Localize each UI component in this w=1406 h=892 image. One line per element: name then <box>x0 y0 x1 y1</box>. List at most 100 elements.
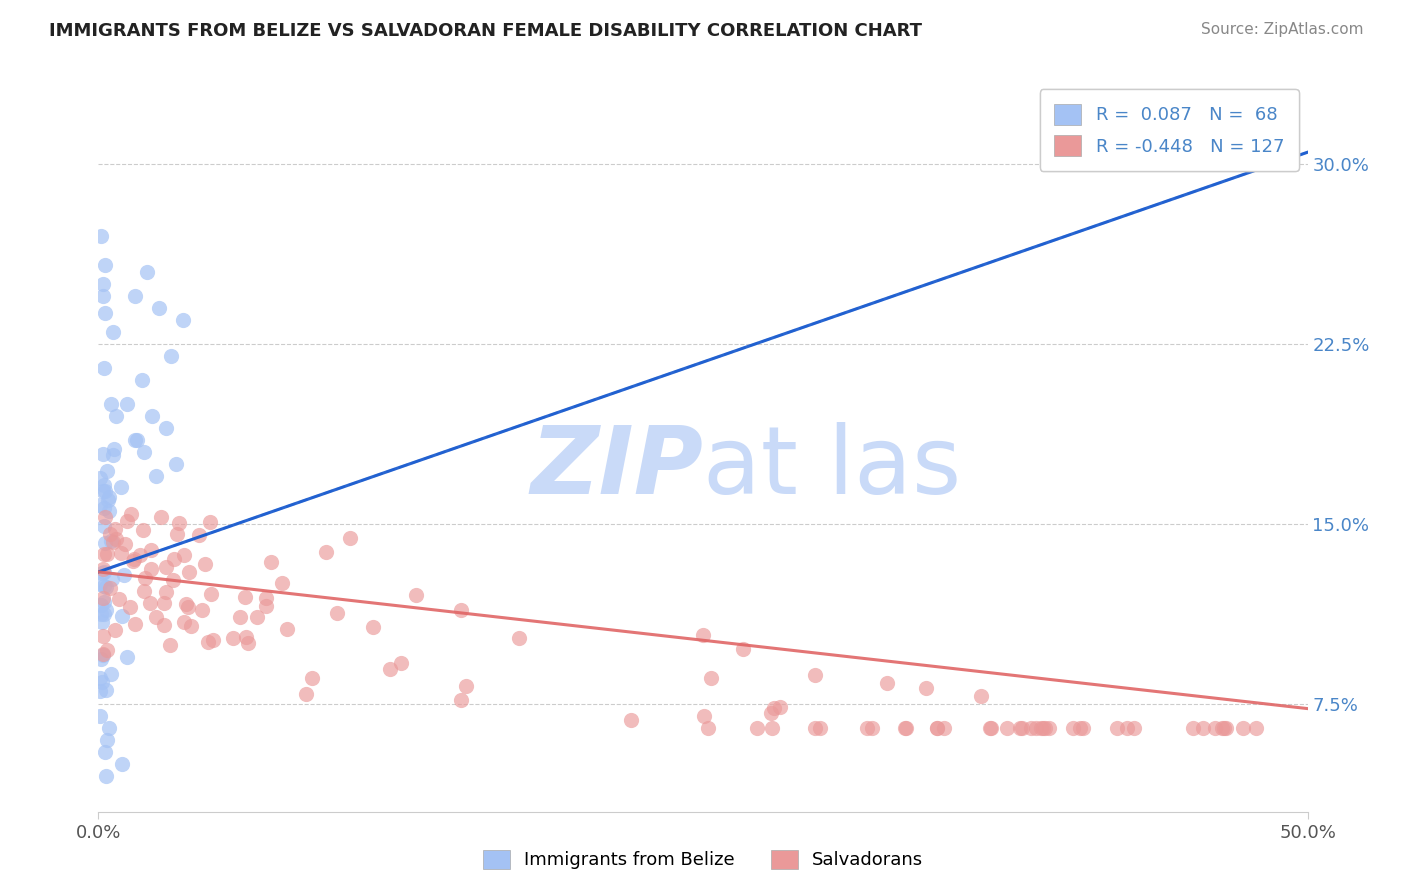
Point <box>1212 721 1234 735</box>
Point <box>995 721 1018 735</box>
Legend: Immigrants from Belize, Salvadorans: Immigrants from Belize, Salvadorans <box>474 841 932 879</box>
Point <box>167 516 190 531</box>
Point <box>172 313 194 327</box>
Point <box>301 671 323 685</box>
Text: ZIP: ZIP <box>530 422 703 514</box>
Point <box>762 701 785 715</box>
Point <box>90 615 112 630</box>
Point <box>127 433 149 447</box>
Point <box>860 721 883 735</box>
Point <box>194 558 217 572</box>
Point <box>91 629 114 643</box>
Point <box>141 542 163 557</box>
Point <box>1019 721 1042 735</box>
Point <box>117 650 139 665</box>
Point <box>91 648 114 662</box>
Point <box>91 591 114 606</box>
Point <box>160 349 183 363</box>
Point <box>200 587 222 601</box>
Point <box>166 527 188 541</box>
Point <box>108 591 131 606</box>
Point <box>89 708 111 723</box>
Point <box>93 595 115 609</box>
Point <box>200 516 222 530</box>
Point <box>162 573 184 587</box>
Point <box>153 618 176 632</box>
Point <box>101 448 124 462</box>
Point <box>91 674 114 689</box>
Point <box>378 662 401 676</box>
Point <box>103 442 125 456</box>
Point <box>98 490 121 504</box>
Point <box>254 591 277 606</box>
Point <box>179 566 201 580</box>
Point <box>90 229 112 244</box>
Point <box>115 514 138 528</box>
Point <box>132 584 155 599</box>
Point <box>117 397 139 411</box>
Point <box>1071 721 1094 735</box>
Point <box>89 471 111 485</box>
Point <box>145 469 167 483</box>
Point <box>93 519 115 533</box>
Point <box>700 671 723 685</box>
Point <box>925 721 948 735</box>
Point <box>804 668 827 682</box>
Point <box>93 484 115 499</box>
Point <box>124 616 146 631</box>
Point <box>1181 721 1204 735</box>
Point <box>1211 721 1233 735</box>
Point <box>91 447 114 461</box>
Point <box>100 581 122 595</box>
Point <box>276 623 298 637</box>
Point <box>98 721 121 735</box>
Point <box>165 457 187 471</box>
Point <box>1215 721 1237 735</box>
Point <box>233 590 256 604</box>
Point <box>934 721 956 735</box>
Point <box>896 721 918 735</box>
Point <box>174 597 197 611</box>
Point <box>731 642 754 657</box>
Point <box>94 510 117 524</box>
Point <box>91 289 114 303</box>
Point <box>326 607 349 621</box>
Point <box>271 576 294 591</box>
Point <box>110 546 132 560</box>
Point <box>91 562 114 576</box>
Point <box>94 745 117 759</box>
Point <box>94 258 117 272</box>
Point <box>1192 721 1215 735</box>
Point <box>91 484 114 499</box>
Point <box>191 603 214 617</box>
Point <box>745 721 768 735</box>
Point <box>163 551 186 566</box>
Text: IMMIGRANTS FROM BELIZE VS SALVADORAN FEMALE DISABILITY CORRELATION CHART: IMMIGRANTS FROM BELIZE VS SALVADORAN FEM… <box>49 22 922 40</box>
Point <box>808 721 831 735</box>
Point <box>152 596 174 610</box>
Point <box>508 632 530 646</box>
Point <box>620 713 643 727</box>
Point <box>112 568 135 582</box>
Point <box>104 532 127 546</box>
Point <box>155 584 177 599</box>
Point <box>135 265 157 279</box>
Point <box>94 580 117 594</box>
Point <box>90 599 112 613</box>
Point <box>96 547 118 561</box>
Point <box>1204 721 1226 735</box>
Point <box>145 610 167 624</box>
Point <box>803 721 825 735</box>
Point <box>1244 721 1267 735</box>
Point <box>202 632 225 647</box>
Point <box>134 445 156 459</box>
Point <box>121 554 143 568</box>
Point <box>197 635 219 649</box>
Point <box>450 693 472 707</box>
Point <box>90 607 112 621</box>
Point <box>100 397 122 411</box>
Point <box>389 656 412 670</box>
Point <box>132 524 155 538</box>
Point <box>105 409 128 423</box>
Point <box>456 679 478 693</box>
